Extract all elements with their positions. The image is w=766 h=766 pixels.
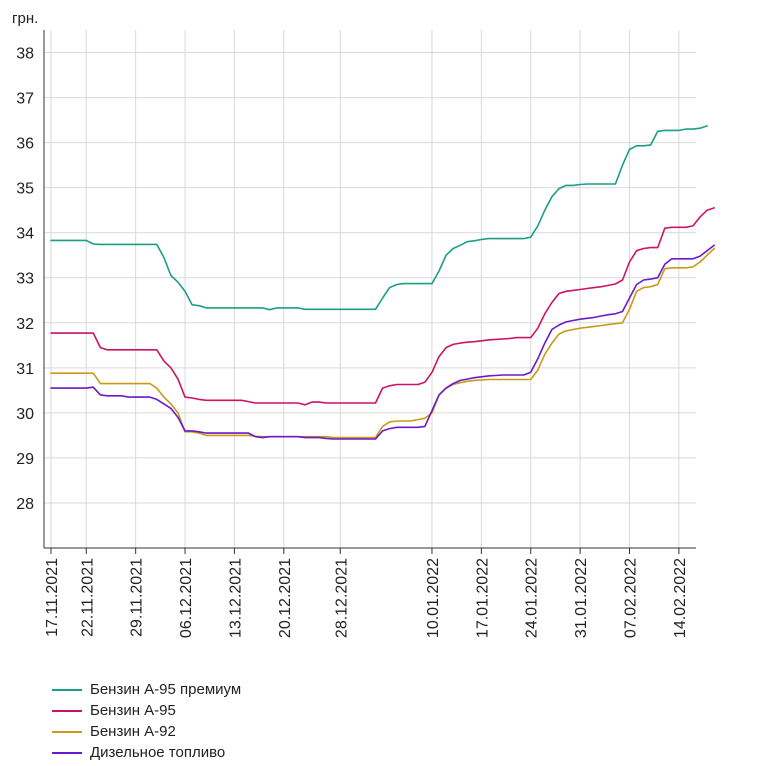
legend-label: Бензин А-95 [90,702,176,719]
legend-swatch-diesel [52,751,82,754]
x-tick-label: 20.12.2021 [277,558,294,638]
x-tick-label: 28.12.2021 [333,558,350,638]
x-tick-label: 31.01.2022 [573,558,590,638]
y-unit-label: грн. [12,10,38,27]
legend: Бензин А-95 премиум Бензин А-95 Бензин А… [52,679,241,763]
x-tick-label: 06.12.2021 [178,558,195,638]
y-tick-label: 36 [16,136,34,153]
legend-swatch-a95 [52,709,82,712]
y-tick-label: 33 [16,271,34,288]
series-line-3 [50,244,716,440]
legend-swatch-a92 [52,730,82,733]
y-tick-label: 29 [16,451,34,468]
y-tick-label: 38 [16,46,34,63]
x-tick-label: 22.11.2021 [79,558,96,637]
x-tick-label: 10.01.2022 [425,558,442,638]
legend-item-a95: Бензин А-95 [52,700,241,721]
series-line-0 [50,125,708,311]
legend-item-diesel: Дизельное топливо [52,742,241,763]
x-tick-label: 07.02.2022 [623,558,640,638]
y-tick-label: 28 [16,496,34,513]
x-tick-label: 29.11.2021 [129,558,146,637]
y-tick-label: 31 [16,361,34,378]
legend-item-a95-premium: Бензин А-95 премиум [52,679,241,700]
legend-item-a92: Бензин А-92 [52,721,241,742]
y-tick-label: 34 [16,226,34,243]
x-tick-label: 17.11.2021 [44,558,61,637]
x-tick-label: 17.01.2022 [474,558,491,638]
y-tick-label: 37 [16,91,34,108]
y-tick-label: 35 [16,181,34,198]
series-line-2 [50,247,716,439]
legend-label: Бензин А-92 [90,723,176,740]
x-tick-label: 24.01.2022 [524,558,541,638]
y-tick-label: 32 [16,316,34,333]
legend-label: Бензин А-95 премиум [90,681,242,698]
legend-label: Дизельное топливо [90,744,226,761]
x-tick-label: 14.02.2022 [672,558,689,638]
series-line-1 [50,207,716,406]
legend-swatch-a95-premium [52,688,82,691]
x-tick-label: 13.12.2021 [227,558,244,638]
y-tick-label: 30 [16,406,34,423]
